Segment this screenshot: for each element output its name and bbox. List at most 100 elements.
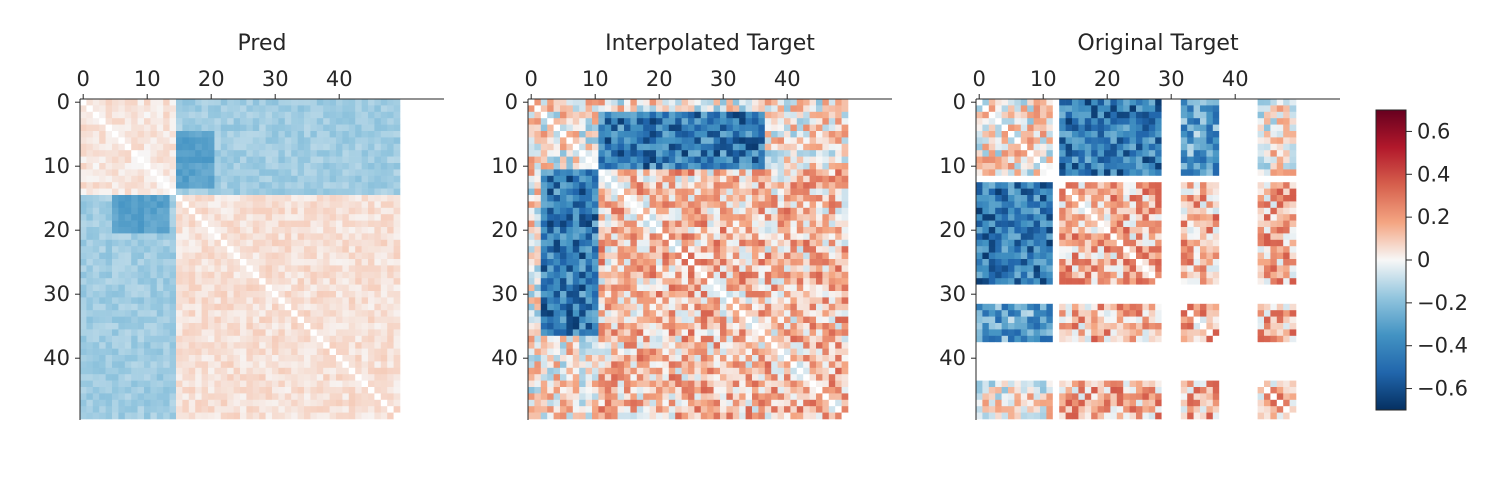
heatmap-cell — [649, 137, 657, 145]
heatmap-cell — [649, 150, 657, 157]
heatmap-cell — [816, 252, 823, 260]
heatmap-cell — [835, 284, 842, 292]
heatmap-cell — [348, 265, 356, 273]
heatmap-cell — [675, 188, 682, 196]
heatmap-cell — [668, 233, 676, 241]
heatmap-cell — [310, 111, 318, 119]
heatmap-cell — [604, 291, 612, 298]
heatmap-cell — [566, 105, 574, 113]
heatmap-cell — [592, 124, 599, 132]
heatmap-cell — [208, 380, 215, 388]
heatmap-cell — [118, 246, 126, 253]
heatmap-cell — [316, 278, 324, 285]
heatmap-cell — [707, 246, 714, 253]
heatmap-cell — [118, 188, 126, 196]
heatmap-cell — [329, 220, 337, 228]
heatmap-cell — [99, 99, 106, 106]
heatmap-cell — [131, 361, 138, 369]
heatmap-cell — [393, 111, 401, 119]
heatmap-cell — [374, 412, 382, 420]
heatmap-cell — [124, 271, 132, 279]
heatmap-cell — [374, 310, 382, 317]
heatmap-cell — [598, 252, 606, 260]
heatmap-cell — [99, 163, 106, 170]
heatmap-cell — [284, 163, 292, 170]
heatmap-cell — [617, 239, 625, 247]
heatmap-cell — [841, 297, 849, 305]
heatmap-cell — [809, 169, 817, 177]
heatmap-cell — [726, 207, 734, 215]
heatmap-cell — [777, 111, 785, 119]
heatmap-cell — [809, 399, 817, 407]
heatmap-cell — [361, 406, 369, 413]
heatmap-cell — [329, 246, 337, 253]
heatmap-cell — [105, 278, 113, 285]
heatmap-cell — [163, 310, 170, 317]
heatmap-cell — [176, 310, 183, 317]
heatmap-cell — [636, 99, 644, 106]
heatmap-cell — [105, 297, 113, 305]
heatmap-cell — [758, 175, 766, 183]
heatmap-cell — [841, 310, 849, 317]
heatmap-cell — [617, 335, 625, 343]
heatmap-cell — [784, 329, 791, 337]
heatmap-cell — [777, 252, 785, 260]
heatmap-cell — [144, 387, 151, 394]
heatmap-cell — [240, 342, 247, 349]
heatmap-cell — [323, 246, 330, 253]
heatmap-cell — [758, 239, 766, 247]
heatmap-cell — [771, 355, 778, 362]
heatmap-cell — [227, 361, 234, 369]
heatmap-cell — [393, 220, 401, 228]
heatmap-cell — [176, 361, 183, 369]
heatmap-cell — [348, 124, 356, 132]
heatmap-cell — [208, 265, 215, 273]
heatmap-cell — [745, 310, 753, 317]
heatmap-cell — [553, 355, 561, 362]
heatmap-cell — [259, 137, 266, 145]
heatmap-cell — [80, 214, 87, 221]
heatmap-cell — [624, 303, 631, 311]
heatmap-cell — [572, 137, 580, 145]
heatmap-cell — [713, 278, 721, 285]
heatmap-cell — [835, 355, 842, 362]
heatmap-cell — [246, 412, 254, 420]
heatmap-cell — [726, 233, 734, 241]
heatmap-cell — [745, 393, 753, 401]
heatmap-cell — [624, 393, 631, 401]
heatmap-cell — [758, 207, 766, 215]
heatmap-cell — [790, 118, 798, 125]
heatmap-cell — [240, 214, 247, 221]
heatmap-cell — [777, 163, 785, 170]
heatmap-cell — [643, 380, 650, 388]
heatmap-cell — [585, 233, 593, 241]
heatmap-cell — [835, 335, 842, 343]
heatmap-cell — [124, 137, 132, 145]
heatmap-cell — [387, 143, 394, 151]
heatmap-cell — [137, 278, 145, 285]
heatmap-cell — [528, 303, 535, 311]
heatmap-cell — [579, 163, 586, 170]
heatmap-cell — [579, 111, 586, 119]
heatmap-cell — [572, 310, 580, 317]
heatmap-cell — [259, 297, 266, 305]
heatmap-cell — [758, 342, 766, 349]
heatmap-cell — [700, 207, 708, 215]
heatmap-cell — [259, 316, 266, 324]
heatmap-cell — [278, 131, 286, 138]
heatmap-cell — [80, 380, 87, 388]
heatmap-cell — [752, 323, 759, 330]
heatmap-cell — [662, 380, 670, 388]
heatmap-cell — [240, 239, 247, 247]
heatmap-cell — [227, 131, 234, 138]
heatmap-cell — [803, 335, 810, 343]
heatmap-cell — [272, 342, 279, 349]
heatmap-cell — [380, 233, 388, 241]
heatmap-cell — [828, 156, 836, 164]
heatmap-cell — [214, 284, 222, 292]
heatmap-cell — [758, 111, 766, 119]
heatmap-cell — [553, 150, 561, 157]
heatmap-cell — [150, 297, 158, 305]
heatmap-cell — [816, 111, 823, 119]
heatmap-cell — [240, 284, 247, 292]
